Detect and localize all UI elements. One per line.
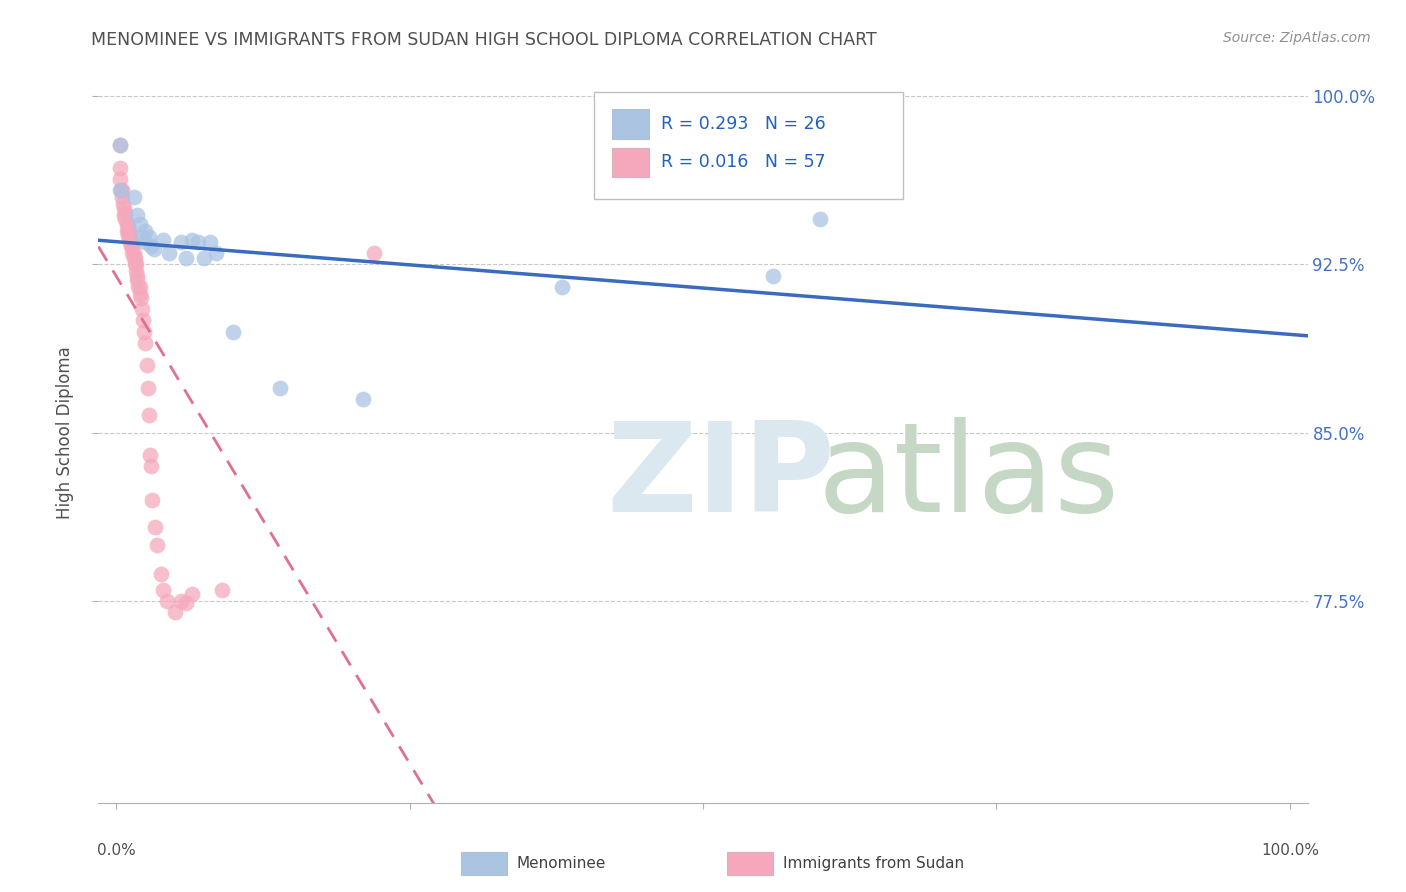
Point — [111, 190, 134, 204]
Point — [139, 448, 162, 462]
Point — [120, 235, 142, 249]
Point — [122, 190, 145, 204]
Point — [118, 230, 141, 244]
Point — [112, 196, 135, 211]
Point — [142, 242, 165, 256]
Point — [141, 492, 163, 507]
Text: R = 0.016   N = 57: R = 0.016 N = 57 — [661, 153, 825, 171]
Point — [146, 538, 169, 552]
Point — [120, 239, 142, 253]
Point — [129, 291, 152, 305]
Point — [108, 138, 131, 153]
Point — [193, 251, 215, 265]
Point — [181, 587, 204, 601]
Point — [176, 596, 198, 610]
Point — [121, 246, 143, 260]
Point — [127, 268, 149, 283]
Point — [181, 233, 204, 247]
Point — [115, 224, 138, 238]
Point — [163, 605, 186, 619]
Text: ZIP: ZIP — [606, 417, 835, 538]
Point — [269, 381, 291, 395]
Point — [115, 217, 138, 231]
FancyBboxPatch shape — [727, 853, 773, 875]
Point — [124, 251, 146, 265]
Point — [108, 161, 131, 175]
Point — [352, 392, 374, 406]
Point — [124, 257, 146, 271]
Point — [138, 230, 160, 244]
Point — [121, 239, 143, 253]
Point — [117, 219, 139, 234]
Point — [157, 246, 180, 260]
Point — [125, 264, 148, 278]
Text: Menominee: Menominee — [517, 856, 606, 871]
Point — [222, 325, 245, 339]
Text: 0.0%: 0.0% — [97, 843, 135, 858]
FancyBboxPatch shape — [595, 92, 903, 200]
Point — [128, 286, 150, 301]
Point — [134, 335, 156, 350]
Point — [120, 228, 142, 243]
Point — [152, 233, 174, 247]
FancyBboxPatch shape — [613, 109, 648, 138]
Point — [127, 273, 149, 287]
Point — [134, 235, 156, 249]
Text: Immigrants from Sudan: Immigrants from Sudan — [783, 856, 965, 871]
Point — [135, 359, 157, 373]
Point — [131, 302, 153, 317]
Point — [132, 313, 155, 327]
Point — [363, 246, 385, 260]
Point — [131, 230, 153, 244]
Point — [114, 212, 136, 227]
Point — [112, 201, 135, 215]
Point — [128, 280, 150, 294]
Point — [117, 224, 139, 238]
Point — [127, 280, 149, 294]
Point — [169, 594, 191, 608]
Point — [122, 246, 145, 260]
Text: atlas: atlas — [818, 417, 1121, 538]
Point — [551, 280, 574, 294]
Text: MENOMINEE VS IMMIGRANTS FROM SUDAN HIGH SCHOOL DIPLOMA CORRELATION CHART: MENOMINEE VS IMMIGRANTS FROM SUDAN HIGH … — [91, 31, 877, 49]
Text: R = 0.293   N = 26: R = 0.293 N = 26 — [661, 115, 825, 133]
Point — [141, 459, 163, 474]
Point — [118, 224, 141, 238]
Point — [198, 235, 221, 249]
Point — [110, 183, 132, 197]
Point — [134, 325, 156, 339]
Point — [143, 520, 166, 534]
Text: Source: ZipAtlas.com: Source: ZipAtlas.com — [1223, 31, 1371, 45]
Point — [128, 217, 150, 231]
Point — [169, 235, 191, 249]
Point — [134, 224, 156, 238]
Point — [114, 206, 136, 220]
Y-axis label: High School Diploma: High School Diploma — [56, 346, 75, 519]
Point — [211, 582, 233, 597]
Point — [204, 246, 226, 260]
Point — [122, 251, 145, 265]
Point — [136, 381, 159, 395]
Point — [141, 239, 163, 253]
Point — [120, 233, 142, 247]
FancyBboxPatch shape — [613, 147, 648, 178]
Point — [138, 408, 160, 422]
Point — [108, 183, 131, 197]
Point — [127, 208, 149, 222]
Point — [125, 257, 148, 271]
Point — [108, 172, 131, 186]
Text: 100.0%: 100.0% — [1261, 843, 1319, 858]
Point — [155, 594, 177, 608]
Point — [149, 566, 172, 581]
Point — [111, 183, 134, 197]
Point — [808, 212, 831, 227]
Point — [176, 251, 198, 265]
Point — [112, 208, 135, 222]
Point — [187, 235, 209, 249]
Point — [152, 582, 174, 597]
Point — [117, 228, 139, 243]
FancyBboxPatch shape — [461, 853, 508, 875]
Point — [762, 268, 785, 283]
Point — [108, 138, 131, 153]
